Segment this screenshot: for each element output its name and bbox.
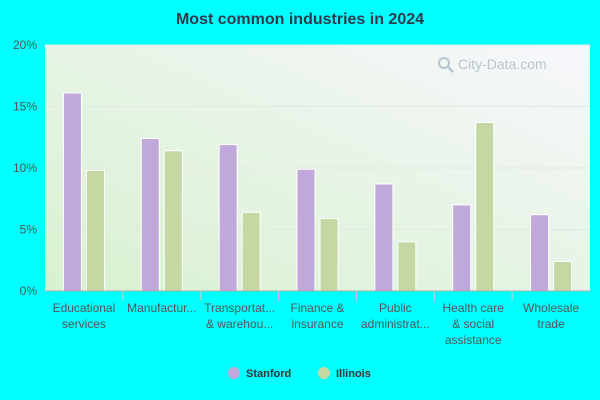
y-axis-ticks: 0% 5% 10% 15% 20% (13, 38, 37, 298)
legend-label-stanford: Stanford (246, 368, 291, 380)
legend-swatch-illinois (318, 367, 330, 379)
bar-stanford-0 (62, 92, 82, 292)
legend-swatch-stanford (228, 367, 240, 379)
magnifier-icon (438, 57, 454, 73)
x-tick-label: Transportat... (204, 301, 275, 315)
chart-title: Most common industries in 2024 (176, 11, 424, 28)
bar-stanford-6 (530, 214, 550, 292)
grid (45, 44, 590, 230)
bar-stanford-4 (374, 183, 394, 292)
bar-stanford-1 (140, 137, 160, 292)
x-tick-label: assistance (445, 333, 502, 347)
x-tick-label: Health care (443, 301, 505, 315)
y-tick-label: 0% (20, 284, 38, 298)
legend-label-illinois: Illinois (336, 368, 371, 380)
x-tick-label: Wholesale (523, 301, 579, 315)
x-tick-label: administrat... (361, 317, 430, 331)
y-tick-label: 20% (13, 38, 37, 52)
y-tick-label: 10% (13, 161, 37, 175)
legend: Stanford Illinois (228, 367, 371, 380)
x-tick-label: Finance & (290, 301, 344, 315)
bar-stanford-2 (218, 144, 238, 292)
bar-stanford-5 (452, 204, 472, 292)
y-tick-label: 5% (20, 223, 38, 237)
bar-illinois-0 (85, 169, 105, 292)
x-tick-label: & social (452, 317, 494, 331)
bar-illinois-1 (163, 150, 183, 292)
bar-illinois-6 (553, 260, 573, 292)
bar-illinois-3 (319, 217, 339, 292)
y-tick-label: 15% (13, 100, 37, 114)
x-tick-label: trade (537, 317, 565, 331)
watermark: City-Data.com (438, 56, 547, 73)
bar-illinois-5 (475, 121, 495, 292)
x-tick-label: services (62, 317, 106, 331)
x-tick-label: Manufactur... (127, 301, 196, 315)
bar-illinois-2 (241, 211, 261, 292)
x-tick-label: & warehou... (206, 317, 273, 331)
bar-stanford-3 (296, 168, 316, 292)
x-tick-label: Public (379, 301, 412, 315)
x-axis-labels: Educational services Manufactur... Transpor… (53, 291, 579, 347)
x-tick-label: insurance (291, 317, 343, 331)
x-tick-label: Educational (53, 301, 116, 315)
bar-illinois-4 (397, 241, 417, 292)
watermark-text: City-Data.com (458, 56, 547, 72)
bars (62, 92, 573, 292)
